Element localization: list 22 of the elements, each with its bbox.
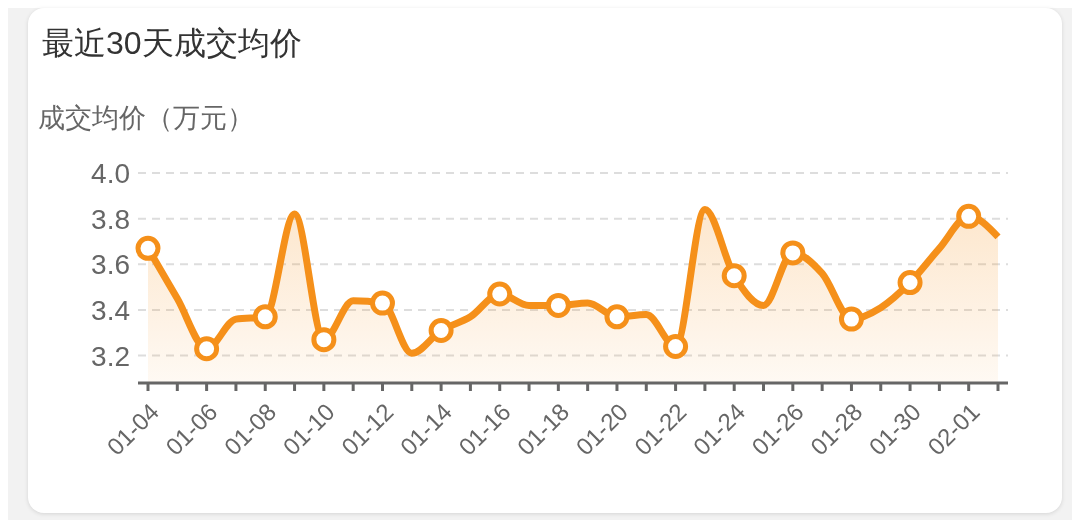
point (487, 281, 513, 307)
y-tick-label: 3.2 (91, 340, 130, 372)
point (956, 203, 982, 229)
y-tick-label: 3.8 (91, 203, 130, 235)
point (721, 263, 747, 289)
y-axis-title: 成交均价（万元） (38, 102, 254, 135)
point (369, 290, 395, 316)
point (780, 240, 806, 266)
point (311, 327, 337, 353)
y-tick-label: 3.4 (91, 294, 130, 326)
point (194, 336, 220, 362)
point (604, 304, 630, 330)
y-tick-label: 4.0 (91, 157, 130, 189)
point (428, 318, 454, 343)
point (663, 333, 689, 359)
point (135, 235, 161, 261)
point (545, 292, 571, 318)
point (838, 306, 864, 332)
point (897, 270, 923, 296)
chart-title: 最近30天成交均价 (42, 24, 302, 63)
point (252, 304, 278, 330)
y-tick-label: 3.6 (91, 249, 130, 281)
